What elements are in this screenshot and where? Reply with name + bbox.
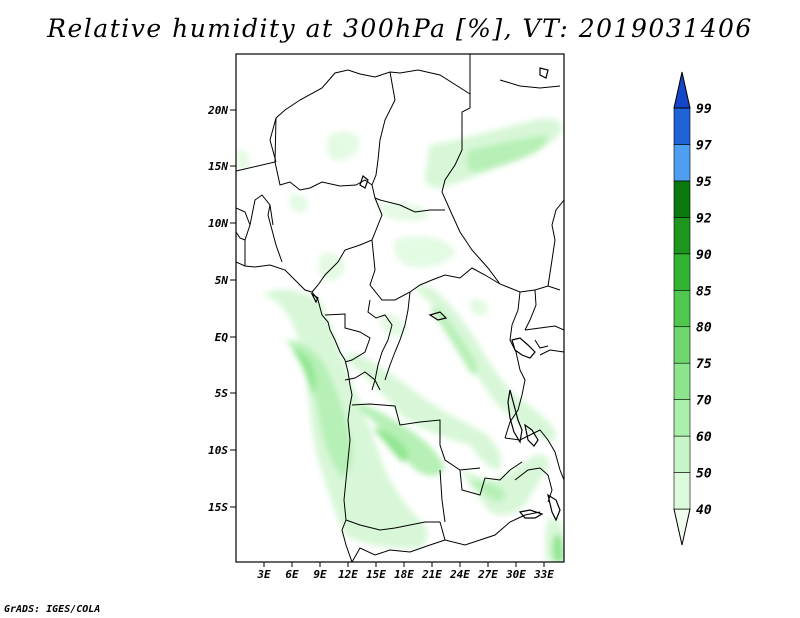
colorbar-label: 70 — [696, 394, 712, 409]
colorbar-segment — [673, 107, 691, 145]
colorbar-high-triangle — [673, 71, 691, 109]
lat-label: 5S — [215, 387, 229, 400]
map-title: Relative humidity at 300hPa [%], VT: 201… — [47, 14, 753, 43]
colorbar-label: 90 — [696, 248, 712, 263]
lon-label: 27E — [477, 568, 498, 581]
lon-label: 3E — [256, 568, 271, 581]
lon-label: 21E — [421, 568, 442, 581]
colorbar: 40 50 60 70 75 80 85 90 92 95 97 99 — [673, 71, 712, 546]
lat-label: 10N — [208, 217, 228, 230]
lon-label: 24E — [449, 568, 470, 581]
lon-label: 6E — [285, 568, 299, 581]
lake-outlines — [310, 67, 561, 522]
colorbar-label: 60 — [696, 430, 712, 445]
colorbar-segment — [673, 144, 691, 182]
lat-label: 10S — [208, 444, 228, 457]
lon-ticks — [263, 562, 545, 567]
lon-label: 33E — [533, 568, 554, 581]
colorbar-segment — [673, 289, 691, 328]
colorbar-segment — [673, 472, 691, 510]
colorbar-segment — [673, 326, 691, 364]
colorbar-low-triangle — [673, 508, 691, 546]
lat-label: 15N — [208, 160, 228, 173]
grads-credit: GrADS: IGES/COLA — [4, 604, 101, 615]
colorbar-label: 95 — [696, 175, 712, 190]
colorbar-segment — [673, 180, 691, 218]
lon-label: 15E — [366, 568, 386, 581]
lat-label: 20N — [207, 104, 228, 117]
colorbar-label: 92 — [696, 211, 712, 226]
map-border — [235, 53, 565, 563]
colorbar-segment — [673, 435, 691, 473]
lat-label: EQ — [215, 331, 229, 344]
lon-label: 18E — [394, 568, 414, 581]
colorbar-label: 97 — [696, 138, 712, 153]
colorbar-segment — [673, 399, 691, 437]
country-borders — [236, 54, 564, 562]
colorbar-label: 80 — [696, 321, 712, 336]
colorbar-segment — [673, 362, 691, 400]
colorbar-label: 75 — [696, 357, 712, 372]
lon-label: 30E — [505, 568, 526, 581]
colorbar-segment — [673, 253, 691, 291]
colorbar-segment — [673, 217, 691, 255]
colorbar-label: 50 — [696, 467, 712, 482]
lon-label: 9E — [313, 568, 327, 581]
colorbar-label: 85 — [696, 284, 712, 299]
lat-ticks — [230, 109, 236, 508]
lon-label: 12E — [338, 568, 358, 581]
lat-label: 15S — [208, 501, 228, 514]
humidity-shading — [237, 118, 564, 562]
colorbar-label: 99 — [696, 102, 712, 117]
lat-label: 5N — [215, 274, 229, 287]
coastline — [236, 261, 353, 562]
colorbar-label: 40 — [696, 503, 712, 518]
